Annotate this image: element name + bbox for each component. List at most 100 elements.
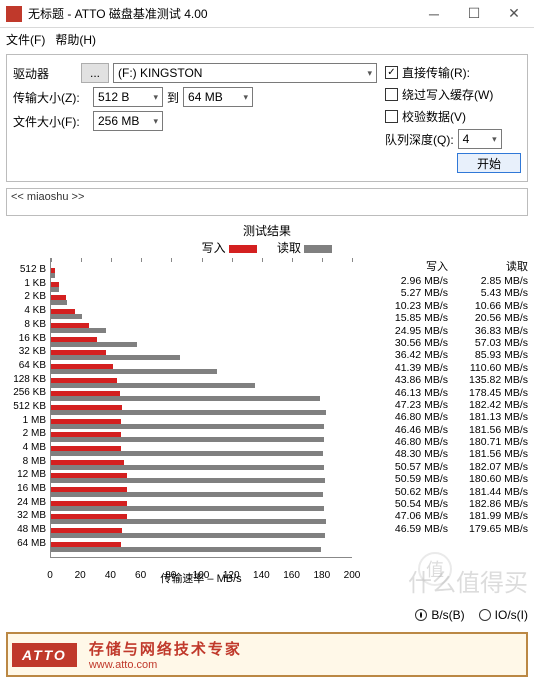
- y-label: 32 KB: [6, 346, 46, 357]
- file-size-select[interactable]: 256 MB▾: [93, 111, 163, 131]
- direct-checkbox[interactable]: ✓直接传输(R):: [385, 61, 521, 83]
- x-tick: 20: [75, 570, 86, 581]
- y-label: 64 KB: [6, 360, 46, 371]
- read-bar: [51, 314, 82, 319]
- drive-browse-button[interactable]: ...: [81, 63, 109, 83]
- read-bar: [51, 424, 324, 429]
- y-label: 48 MB: [6, 524, 46, 535]
- read-bar: [51, 437, 324, 442]
- maximize-button[interactable]: ☐: [454, 0, 494, 28]
- xfer-to-select[interactable]: 64 MB▾: [183, 87, 253, 107]
- xfer-from-select[interactable]: 512 B▾: [93, 87, 163, 107]
- read-header: 读取: [458, 258, 528, 274]
- value-row: 50.62 MB/s181.44 MB/s: [358, 486, 528, 498]
- x-tick: 180: [313, 570, 330, 581]
- footer-banner: ATTO 存储与网络技术专家 www.atto.com: [6, 632, 528, 677]
- footer-url[interactable]: www.atto.com: [89, 659, 242, 671]
- y-label: 1 MB: [6, 415, 46, 426]
- minimize-button[interactable]: ─: [414, 0, 454, 28]
- write-swatch: [229, 245, 257, 253]
- drive-select[interactable]: (F:) KINGSTON▾: [113, 63, 377, 83]
- footer-slogan: 存储与网络技术专家: [89, 642, 242, 658]
- write-header: 写入: [378, 258, 448, 274]
- value-row: 50.54 MB/s182.86 MB/s: [358, 498, 528, 510]
- value-row: 43.86 MB/s135.82 MB/s: [358, 374, 528, 386]
- verify-checkbox[interactable]: 校验数据(V): [385, 105, 521, 127]
- value-row: 47.06 MB/s181.99 MB/s: [358, 510, 528, 522]
- window-title: 无标题 - ATTO 磁盘基准测试 4.00: [28, 5, 414, 22]
- y-label: 2 MB: [6, 428, 46, 439]
- atto-logo: ATTO: [12, 643, 77, 667]
- x-tick: 200: [344, 570, 361, 581]
- y-label: 256 KB: [6, 387, 46, 398]
- unit-row: B/s(B) IO/s(I): [6, 604, 528, 626]
- y-label: 12 MB: [6, 469, 46, 480]
- read-bar: [51, 506, 324, 511]
- watermark-badge: 值: [418, 552, 452, 586]
- value-row: 50.59 MB/s180.60 MB/s: [358, 473, 528, 485]
- read-bar: [51, 355, 180, 360]
- unit-bs-radio[interactable]: B/s(B): [415, 608, 464, 622]
- read-bar: [51, 451, 323, 456]
- read-bar: [51, 492, 323, 497]
- settings-panel: 驱动器 ... (F:) KINGSTON▾ 传输大小(Z): 512 B▾ 到…: [6, 54, 528, 182]
- x-tick: 100: [193, 570, 210, 581]
- file-size-label: 文件大小(F):: [13, 113, 89, 130]
- value-row: 47.23 MB/s182.42 MB/s: [358, 399, 528, 411]
- x-tick: 140: [253, 570, 270, 581]
- y-label: 64 MB: [6, 538, 46, 549]
- read-bar: [51, 383, 255, 388]
- x-tick: 160: [283, 570, 300, 581]
- read-bar: [51, 342, 137, 347]
- read-bar: [51, 547, 321, 552]
- unit-ios-radio[interactable]: IO/s(I): [479, 608, 528, 622]
- y-label: 8 MB: [6, 456, 46, 467]
- y-label: 32 MB: [6, 510, 46, 521]
- y-label: 512 KB: [6, 401, 46, 412]
- results-title: 测试结果: [0, 222, 534, 239]
- read-bar: [51, 369, 217, 374]
- value-row: 46.59 MB/s179.65 MB/s: [358, 523, 528, 535]
- drive-label: 驱动器: [13, 65, 77, 82]
- read-bar: [51, 410, 326, 415]
- results-legend: 测试结果 写入 读取: [0, 222, 534, 256]
- description-box[interactable]: << miaoshu >>: [6, 188, 528, 216]
- x-tick: 0: [47, 570, 53, 581]
- x-tick: 60: [135, 570, 146, 581]
- value-row: 50.57 MB/s182.07 MB/s: [358, 461, 528, 473]
- value-row: 5.27 MB/s5.43 MB/s: [358, 287, 528, 299]
- read-bar: [51, 478, 325, 483]
- results-area: 传输速率 – MB/s020406080100120140160180200 5…: [6, 258, 528, 598]
- bar-chart: 传输速率 – MB/s020406080100120140160180200 5…: [6, 258, 358, 598]
- y-label: 128 KB: [6, 374, 46, 385]
- read-bar: [51, 300, 67, 305]
- value-row: 36.42 MB/s85.93 MB/s: [358, 349, 528, 361]
- x-tick: 40: [105, 570, 116, 581]
- x-tick: 80: [165, 570, 176, 581]
- read-bar: [51, 396, 320, 401]
- close-button[interactable]: ✕: [494, 0, 534, 28]
- bypass-checkbox[interactable]: 绕过写入缓存(W): [385, 83, 521, 105]
- value-row: 30.56 MB/s57.03 MB/s: [358, 337, 528, 349]
- qd-select[interactable]: 4▾: [458, 129, 502, 149]
- read-bar: [51, 465, 324, 470]
- menu-file[interactable]: 文件(F): [6, 31, 45, 48]
- xfer-to-label: 到: [167, 89, 179, 106]
- y-label: 16 MB: [6, 483, 46, 494]
- results-table: 写入 读取 2.96 MB/s2.85 MB/s5.27 MB/s5.43 MB…: [358, 258, 528, 598]
- value-row: 2.96 MB/s2.85 MB/s: [358, 275, 528, 287]
- read-swatch: [304, 245, 332, 253]
- y-label: 512 B: [6, 264, 46, 275]
- value-row: 41.39 MB/s110.60 MB/s: [358, 362, 528, 374]
- y-label: 16 KB: [6, 333, 46, 344]
- value-row: 24.95 MB/s36.83 MB/s: [358, 325, 528, 337]
- value-row: 46.13 MB/s178.45 MB/s: [358, 387, 528, 399]
- read-bar: [51, 273, 55, 278]
- y-label: 1 KB: [6, 278, 46, 289]
- read-bar: [51, 328, 106, 333]
- value-row: 46.80 MB/s181.13 MB/s: [358, 411, 528, 423]
- menu-help[interactable]: 帮助(H): [55, 31, 96, 48]
- read-bar: [51, 287, 59, 292]
- start-button[interactable]: 开始: [457, 153, 521, 173]
- value-row: 15.85 MB/s20.56 MB/s: [358, 312, 528, 324]
